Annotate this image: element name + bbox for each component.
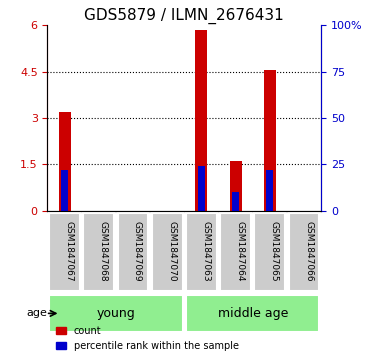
Text: GSM1847070: GSM1847070: [167, 221, 176, 282]
Bar: [198, 166, 205, 211]
Text: middle age: middle age: [218, 307, 288, 320]
FancyBboxPatch shape: [289, 213, 319, 291]
FancyBboxPatch shape: [49, 213, 80, 291]
Bar: [264, 70, 276, 211]
FancyBboxPatch shape: [186, 295, 319, 332]
FancyBboxPatch shape: [118, 213, 149, 291]
Bar: [58, 112, 70, 211]
FancyBboxPatch shape: [220, 213, 251, 291]
FancyBboxPatch shape: [186, 213, 217, 291]
Bar: [195, 30, 207, 211]
Bar: [266, 170, 273, 211]
Bar: [230, 161, 242, 211]
FancyBboxPatch shape: [49, 295, 182, 332]
Text: GSM1847065: GSM1847065: [270, 221, 279, 282]
Text: GSM1847068: GSM1847068: [99, 221, 108, 282]
Text: GSM1847067: GSM1847067: [65, 221, 74, 282]
Text: age: age: [27, 309, 47, 318]
FancyBboxPatch shape: [152, 213, 182, 291]
Text: young: young: [96, 307, 135, 320]
Text: GSM1847069: GSM1847069: [133, 221, 142, 282]
FancyBboxPatch shape: [83, 213, 114, 291]
Bar: [232, 192, 239, 211]
Bar: [61, 170, 68, 211]
FancyBboxPatch shape: [254, 213, 285, 291]
Text: GSM1847066: GSM1847066: [304, 221, 313, 282]
Text: GSM1847064: GSM1847064: [236, 221, 245, 282]
Title: GDS5879 / ILMN_2676431: GDS5879 / ILMN_2676431: [84, 8, 284, 24]
Text: GSM1847063: GSM1847063: [201, 221, 211, 282]
Legend: count, percentile rank within the sample: count, percentile rank within the sample: [52, 322, 243, 355]
